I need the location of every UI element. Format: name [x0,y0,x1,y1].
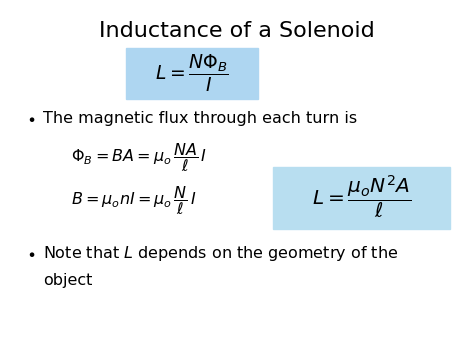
FancyBboxPatch shape [273,167,450,229]
Text: The magnetic flux through each turn is: The magnetic flux through each turn is [43,111,357,126]
FancyBboxPatch shape [126,48,258,99]
Text: $\bullet$: $\bullet$ [26,246,36,261]
Text: object: object [43,273,92,288]
Text: $\Phi_B = BA = \mu_o\,\dfrac{NA}{\ell}\,I$: $\Phi_B = BA = \mu_o\,\dfrac{NA}{\ell}\,… [71,142,207,174]
Text: Inductance of a Solenoid: Inductance of a Solenoid [99,21,375,41]
Text: $B = \mu_o nI = \mu_o\,\dfrac{N}{\ell}\,I$: $B = \mu_o nI = \mu_o\,\dfrac{N}{\ell}\,… [71,184,197,217]
Text: $\bullet$: $\bullet$ [26,111,36,126]
Text: $L = \dfrac{\mu_o N^2 A}{\ell}$: $L = \dfrac{\mu_o N^2 A}{\ell}$ [312,174,411,221]
Text: Note that $L$ depends on the geometry of the: Note that $L$ depends on the geometry of… [43,244,398,263]
Text: $L = \dfrac{N\Phi_B}{I}$: $L = \dfrac{N\Phi_B}{I}$ [155,53,229,94]
